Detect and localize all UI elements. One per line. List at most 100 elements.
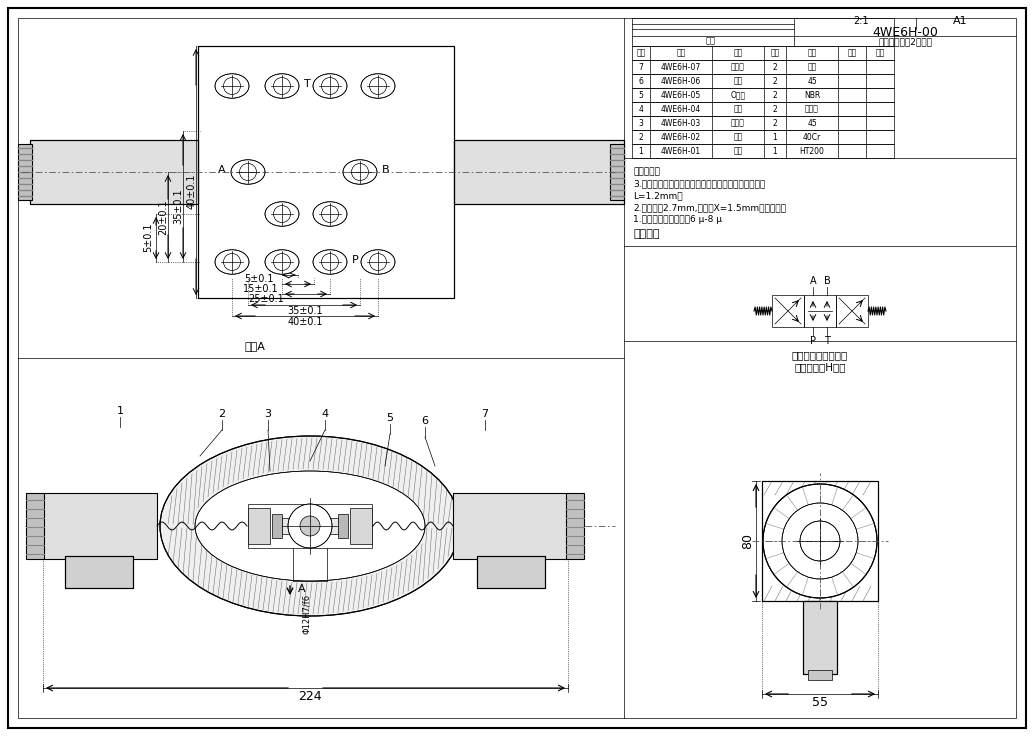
Ellipse shape [160, 436, 460, 616]
Bar [837, 295, 868, 327]
Text: 件号: 件号 [636, 49, 645, 57]
Text: 5: 5 [387, 413, 394, 423]
Bar [282, 518, 338, 534]
Bar [632, 102, 894, 116]
Ellipse shape [313, 74, 347, 98]
Bar [454, 140, 624, 204]
Text: 2: 2 [639, 132, 643, 141]
Text: 1: 1 [639, 146, 643, 155]
Text: 3: 3 [639, 118, 643, 127]
Text: 1: 1 [772, 132, 778, 141]
Text: 3.装配完成后要进行耐压试验、性能试验、机能试验、: 3.装配完成后要进行耐压试验、性能试验、机能试验、 [633, 180, 765, 188]
Circle shape [782, 503, 858, 579]
Text: 1: 1 [117, 406, 123, 416]
Bar [762, 481, 878, 601]
Text: 阀芯: 阀芯 [733, 132, 742, 141]
Ellipse shape [313, 250, 347, 275]
Text: 5±0.1: 5±0.1 [244, 274, 274, 284]
Text: 2:1: 2:1 [853, 15, 869, 26]
Bar [566, 493, 584, 559]
Ellipse shape [361, 250, 395, 275]
Text: 25±0.1: 25±0.1 [248, 294, 284, 304]
Text: 备注: 备注 [876, 49, 885, 57]
Text: 1.阀体与阀芯配合间隙6 μ-8 μ: 1.阀体与阀芯配合间隙6 μ-8 μ [633, 216, 722, 224]
Text: L=1.2mm；: L=1.2mm； [633, 191, 682, 200]
Text: 4WE6H-07: 4WE6H-07 [661, 63, 701, 71]
Text: 5: 5 [639, 91, 643, 99]
Text: 机械: 机械 [705, 36, 716, 45]
Bar [248, 504, 372, 548]
Text: 3: 3 [265, 409, 272, 419]
Text: 数量: 数量 [770, 49, 780, 57]
Text: 代号: 代号 [676, 49, 686, 57]
Ellipse shape [231, 160, 265, 184]
Text: 7: 7 [639, 63, 643, 71]
Text: 2.阀芯行程2.7mm,开口量X=1.5mm，射油长度: 2.阀芯行程2.7mm,开口量X=1.5mm，射油长度 [633, 203, 786, 213]
Ellipse shape [313, 202, 347, 226]
Ellipse shape [265, 74, 299, 98]
Text: Φ12H7/f6: Φ12H7/f6 [303, 594, 311, 634]
Bar [762, 481, 878, 601]
Text: 7: 7 [482, 409, 488, 419]
Ellipse shape [265, 250, 299, 275]
Text: 视图A: 视图A [245, 341, 266, 351]
Text: 15±0.1: 15±0.1 [243, 284, 279, 294]
Text: 224: 224 [298, 690, 322, 704]
Text: 螺钉: 螺钉 [733, 77, 742, 85]
Text: 45: 45 [808, 118, 817, 127]
Text: 35±0.1: 35±0.1 [173, 188, 183, 224]
Text: HT200: HT200 [799, 146, 824, 155]
Text: 6: 6 [422, 416, 428, 426]
Bar [30, 140, 197, 204]
Bar [197, 46, 454, 298]
Text: T: T [824, 336, 830, 346]
Circle shape [288, 504, 332, 548]
Text: 电磁换向阀（2位通）: 电磁换向阀（2位通） [878, 38, 933, 46]
Bar [772, 295, 804, 327]
Text: 弹簧: 弹簧 [733, 105, 742, 113]
Text: 名称: 名称 [733, 49, 742, 57]
Text: P: P [810, 336, 816, 346]
Text: B: B [382, 165, 390, 175]
Text: 技术要求: 技术要求 [633, 229, 660, 239]
Text: 80: 80 [741, 533, 755, 549]
Text: B: B [824, 276, 830, 286]
Circle shape [300, 516, 320, 536]
Text: 2: 2 [772, 63, 778, 71]
Bar [477, 556, 545, 588]
Text: A: A [810, 276, 816, 286]
Bar [454, 140, 624, 204]
Text: 40Cr: 40Cr [802, 132, 821, 141]
Bar [30, 140, 197, 204]
Text: NBR: NBR [803, 91, 820, 99]
Text: 弹簧座: 弹簧座 [731, 118, 744, 127]
Text: 4: 4 [639, 105, 643, 113]
Bar [632, 116, 894, 130]
Ellipse shape [195, 471, 425, 581]
Text: 铸铁: 铸铁 [808, 63, 817, 71]
Bar [632, 60, 894, 74]
Text: 阀体: 阀体 [733, 146, 742, 155]
Text: 三位四通电磁换向阀: 三位四通电磁换向阀 [792, 350, 848, 360]
Text: 4WE6H-05: 4WE6H-05 [661, 91, 701, 99]
Text: 40±0.1: 40±0.1 [287, 317, 323, 327]
Text: 35±0.1: 35±0.1 [287, 306, 323, 316]
Text: 2: 2 [772, 105, 778, 113]
Text: 1: 1 [772, 146, 778, 155]
Text: 4WE6H-04: 4WE6H-04 [661, 105, 701, 113]
Bar [808, 670, 832, 680]
Bar [65, 556, 133, 588]
Bar [197, 46, 454, 298]
Text: T: T [304, 79, 311, 89]
Bar [42, 493, 157, 559]
Bar [26, 493, 44, 559]
Text: O型圈: O型圈 [730, 91, 746, 99]
Bar [804, 295, 837, 327]
Ellipse shape [265, 202, 299, 226]
Text: 疲劳试验。: 疲劳试验。 [633, 168, 660, 177]
Text: 45: 45 [808, 77, 817, 85]
Text: 5±0.1: 5±0.1 [143, 222, 153, 252]
Bar [803, 601, 837, 674]
Text: 2: 2 [218, 409, 225, 419]
Bar [632, 144, 894, 158]
